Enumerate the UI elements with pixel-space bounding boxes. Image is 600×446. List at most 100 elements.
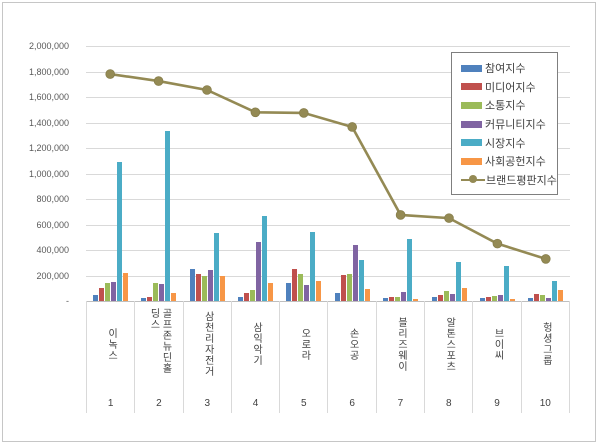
bar xyxy=(171,292,177,301)
bar xyxy=(237,297,243,301)
legend-item: 브랜드평판지수 xyxy=(461,171,557,190)
chart-frame: 2,000,000 1,800,000 1,600,000 1,400,000 1,20… xyxy=(2,2,596,442)
legend-label: 소통지수 xyxy=(485,100,526,113)
y-tick-label: 800,000 xyxy=(36,194,69,204)
category-label: 오로라 xyxy=(298,327,310,361)
category-label: 브이씨 xyxy=(492,327,504,361)
bar xyxy=(153,283,159,301)
y-axis: 2,000,000 1,800,000 1,600,000 1,400,000 1,20… xyxy=(3,41,71,306)
category-label: 손오공 xyxy=(347,327,359,361)
bar xyxy=(304,285,310,301)
bar xyxy=(122,272,128,301)
bar xyxy=(546,297,552,301)
bar xyxy=(352,244,358,301)
bar xyxy=(558,289,564,301)
bar xyxy=(437,294,443,301)
legend-label: 미디어지수 xyxy=(485,81,536,94)
bar xyxy=(455,262,461,301)
bar-group xyxy=(376,46,424,301)
legend-swatch xyxy=(461,101,482,109)
x-axis: 이녹스 1 골프존뉴딘홀딩스 2 삼천리자전거 3 삼익악기 4 오로라 5 손오공 6 블리즈웨이 7 알… xyxy=(86,301,570,413)
bar xyxy=(267,283,273,301)
bar xyxy=(479,297,485,301)
rank-label: 6 xyxy=(349,398,355,409)
bar-groups xyxy=(86,46,570,301)
category-cell: 블리즈웨이 7 xyxy=(375,301,424,413)
y-tick-label: 1,400,000 xyxy=(28,117,69,128)
rank-label: 10 xyxy=(539,398,551,409)
bar-group xyxy=(425,46,473,301)
bar xyxy=(141,298,147,301)
legend-swatch xyxy=(461,64,482,72)
legend-item: 사회공헌지수 xyxy=(461,152,553,171)
category-cell: 이녹스 1 xyxy=(86,301,134,413)
bar xyxy=(340,274,346,301)
bar-group xyxy=(231,46,279,301)
bar xyxy=(491,295,497,301)
bar xyxy=(104,283,110,301)
bar xyxy=(310,232,316,301)
rank-label: 1 xyxy=(107,398,114,409)
legend-label: 브랜드평판지수 xyxy=(486,174,557,187)
category-label: 알톤스포츠 xyxy=(443,316,455,372)
bar xyxy=(92,295,98,301)
bar xyxy=(443,290,449,301)
legend-swatch xyxy=(461,157,482,165)
bar xyxy=(431,297,437,301)
y-tick-label: 600,000 xyxy=(36,219,69,230)
bar xyxy=(159,283,165,301)
legend-item: 미디어지수 xyxy=(461,78,553,97)
bar xyxy=(485,297,491,301)
legend-label: 사회공헌지수 xyxy=(485,156,546,169)
gridline xyxy=(86,275,570,277)
category-label: 헝셩그룹 xyxy=(540,322,552,366)
bar-group xyxy=(473,46,521,301)
bar xyxy=(528,298,534,301)
category-cell: 삼천리자전거 3 xyxy=(182,301,231,413)
bar-group xyxy=(522,46,570,301)
y-tick-label: - xyxy=(66,296,69,306)
category-cell: 오로라 5 xyxy=(279,301,327,413)
legend-label: 참여지수 xyxy=(485,63,526,76)
y-tick-label: 200,000 xyxy=(36,270,69,281)
bar-group xyxy=(280,46,328,301)
bar xyxy=(147,297,153,301)
bar xyxy=(407,238,413,301)
legend-item: 참여지수 xyxy=(461,59,553,78)
legend-line-swatch xyxy=(461,175,485,184)
rank-label: 9 xyxy=(494,398,500,409)
bar xyxy=(449,294,455,301)
bar xyxy=(552,281,558,301)
bar xyxy=(292,268,298,301)
category-label: 이녹스 xyxy=(105,327,117,361)
bar-group xyxy=(328,46,376,301)
bar xyxy=(364,288,370,301)
rank-label: 3 xyxy=(204,398,211,409)
y-tick-label: 1,800,000 xyxy=(28,66,69,77)
bar xyxy=(401,292,407,301)
bar xyxy=(383,297,389,301)
category-cell: 삼익악기 4 xyxy=(230,301,279,413)
bar-group xyxy=(86,46,134,301)
bar xyxy=(509,299,515,301)
bar xyxy=(389,297,395,301)
bar xyxy=(358,260,364,301)
legend-swatch xyxy=(461,120,482,128)
bar xyxy=(243,293,249,301)
category-cell: 골프존뉴딘홀딩스 2 xyxy=(134,301,182,413)
bar xyxy=(286,283,292,301)
category-cell: 알톤스포츠 8 xyxy=(424,301,472,413)
y-tick-label: 1,600,000 xyxy=(28,92,69,102)
category-label: 블리즈웨이 xyxy=(395,316,407,372)
category-cell: 헝셩그룹 10 xyxy=(520,301,570,413)
bar xyxy=(503,265,509,301)
bar xyxy=(116,162,122,301)
category-cell: 손오공 6 xyxy=(327,301,375,413)
legend-item: 소통지수 xyxy=(461,96,553,115)
bar xyxy=(346,274,352,301)
legend-label: 커뮤니티지수 xyxy=(485,119,546,132)
bar xyxy=(195,274,201,301)
bar xyxy=(534,294,540,301)
bar xyxy=(497,294,503,301)
y-tick-label: 400,000 xyxy=(36,245,69,255)
